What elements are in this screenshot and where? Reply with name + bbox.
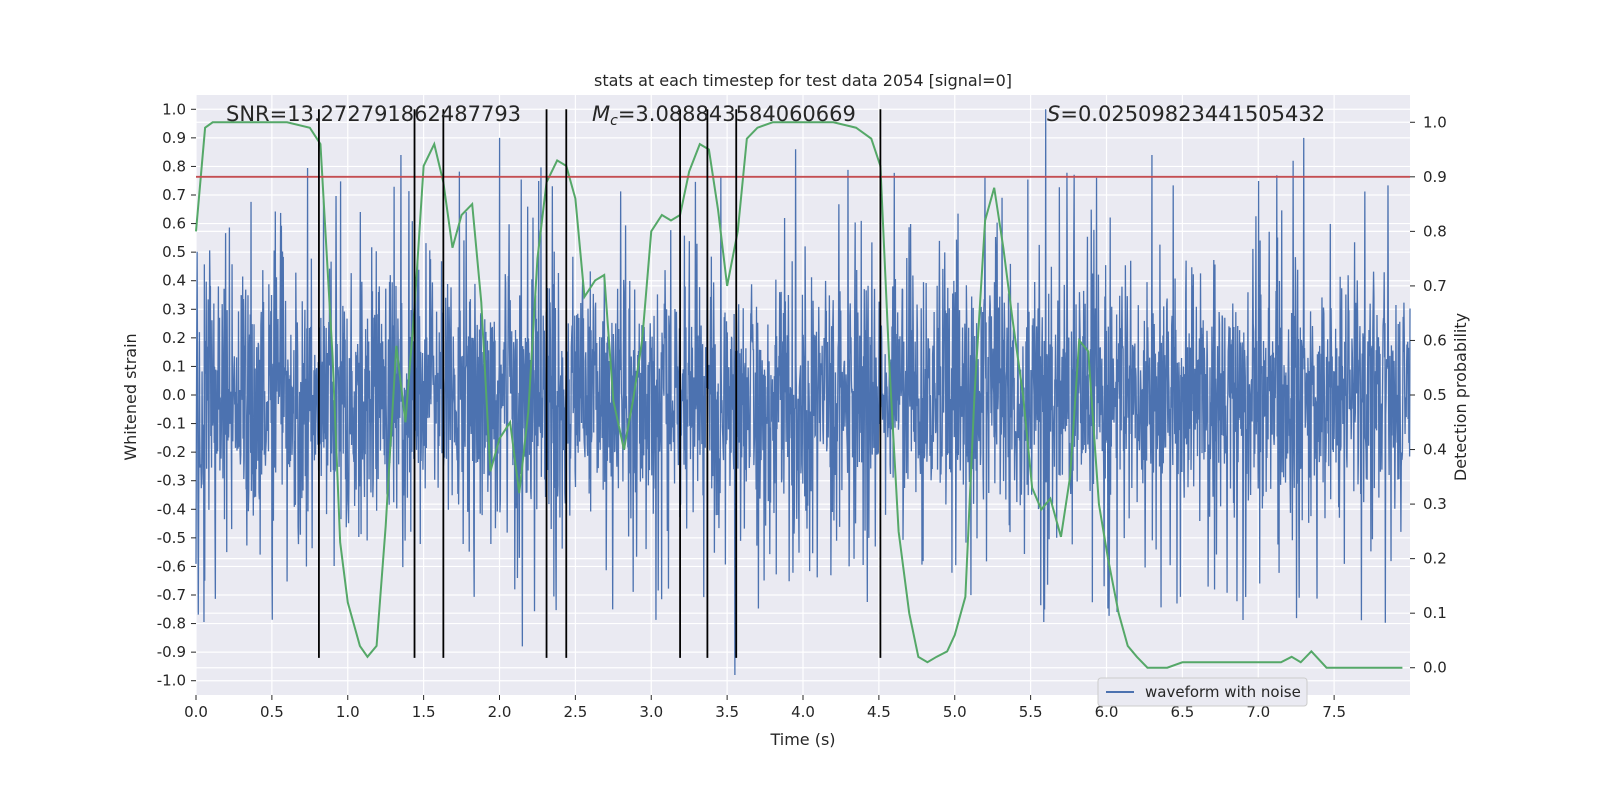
left-y-tick-label: -0.8 <box>157 615 186 633</box>
right-y-tick-label: 0.5 <box>1423 386 1447 404</box>
x-axis-ticks: 0.0 0.5 1.0 1.5 2.0 2.5 3.0 3.5 4.0 4.5 5.0 5.5 6.0 6… <box>184 695 1346 721</box>
chart-title: stats at each timestep for test data 205… <box>594 71 1012 90</box>
x-tick-label: 4.0 <box>791 703 815 721</box>
left-y-axis-ticks: -1.0 -0.9 -0.8 -0.7 -0.6 -0.5 -0.4 -0.3 -0.2 -0.1… <box>157 100 196 690</box>
left-y-tick-label: 0.5 <box>162 243 186 261</box>
left-y-tick-label: -1.0 <box>157 672 186 690</box>
chirp-mass-annotation: Mc=3.088843584060669 <box>592 102 856 129</box>
left-y-tick-label: 0.1 <box>162 357 186 375</box>
x-tick-label: 0.0 <box>184 703 208 721</box>
snr-annotation: SNR=13.272791862487793 <box>226 102 521 126</box>
chirp-mass-value: =3.088843584060669 <box>618 102 856 126</box>
x-tick-label: 3.5 <box>715 703 739 721</box>
left-y-tick-label: -0.3 <box>157 472 186 490</box>
left-y-axis-label: Whitened strain <box>121 333 140 460</box>
s-symbol: S <box>1047 102 1060 126</box>
detection-probability-line <box>195 121 1403 669</box>
left-y-tick-label: 0.6 <box>162 215 186 233</box>
x-tick-label: 7.5 <box>1322 703 1346 721</box>
x-tick-label: 1.5 <box>412 703 436 721</box>
legend-box <box>1097 677 1308 707</box>
left-y-tick-label: -0.4 <box>157 500 186 518</box>
right-y-axis-label: Detection probability <box>1451 313 1470 481</box>
right-y-tick-label: 0.3 <box>1423 495 1447 513</box>
right-y-tick-label: 0.6 <box>1423 331 1447 349</box>
vertical-marker-lines <box>318 109 882 658</box>
left-y-tick-label: 0.8 <box>162 157 186 175</box>
left-y-tick-label: 0.0 <box>162 386 186 404</box>
x-tick-label: 0.5 <box>260 703 284 721</box>
left-y-tick-label: -0.7 <box>157 586 186 604</box>
x-tick-label: 5.5 <box>1019 703 1043 721</box>
left-y-tick-label: 0.3 <box>162 300 186 318</box>
legend: waveform with noise <box>1097 677 1308 707</box>
x-tick-label: 5.0 <box>943 703 967 721</box>
x-tick-label: 2.5 <box>563 703 587 721</box>
x-tick-label: 2.0 <box>488 703 512 721</box>
left-y-tick-label: -0.6 <box>157 557 186 575</box>
right-y-tick-label: 0.1 <box>1423 604 1447 622</box>
left-y-tick-label: 0.2 <box>162 329 186 347</box>
right-y-axis-ticks: 0.0 0.1 0.2 0.3 0.4 0.5 0.6 0.7 0.8 0.9 1.0 <box>1410 113 1447 677</box>
x-tick-label: 3.0 <box>639 703 663 721</box>
left-y-tick-label: 0.9 <box>162 129 186 147</box>
x-tick-label: 6.0 <box>1095 703 1119 721</box>
left-y-tick-label: 0.7 <box>162 186 186 204</box>
left-y-tick-label: 1.0 <box>162 100 186 118</box>
left-y-tick-label: -0.2 <box>157 443 186 461</box>
x-axis-label: Time (s) <box>769 730 835 749</box>
right-y-tick-label: 0.4 <box>1423 441 1447 459</box>
right-y-tick-label: 0.7 <box>1423 277 1447 295</box>
annotations: SNR=13.272791862487793 Mc=3.088843584060… <box>226 102 1325 129</box>
left-y-tick-label: -0.1 <box>157 415 186 433</box>
detection-probability-series <box>195 121 1403 669</box>
x-tick-label: 6.5 <box>1170 703 1194 721</box>
plot-area <box>195 95 1411 695</box>
s-value: =0.02509823441505432 <box>1060 102 1325 126</box>
right-y-tick-label: 0.8 <box>1423 222 1447 240</box>
legend-label-waveform: waveform with noise <box>1145 683 1301 701</box>
s-annotation: S=0.02509823441505432 <box>1047 102 1325 126</box>
left-y-tick-label: -0.9 <box>157 643 186 661</box>
chirp-mass-symbol: M <box>592 102 610 126</box>
right-y-tick-label: 0.0 <box>1423 659 1447 677</box>
left-y-tick-label: -0.5 <box>157 529 186 547</box>
right-y-tick-label: 0.2 <box>1423 550 1447 568</box>
left-y-tick-label: 0.4 <box>162 272 186 290</box>
right-y-tick-label: 1.0 <box>1423 113 1447 131</box>
x-tick-label: 1.0 <box>336 703 360 721</box>
x-tick-label: 7.0 <box>1246 703 1270 721</box>
chirp-mass-subscript: c <box>610 113 618 129</box>
right-y-tick-label: 0.9 <box>1423 168 1447 186</box>
x-tick-label: 4.5 <box>867 703 891 721</box>
